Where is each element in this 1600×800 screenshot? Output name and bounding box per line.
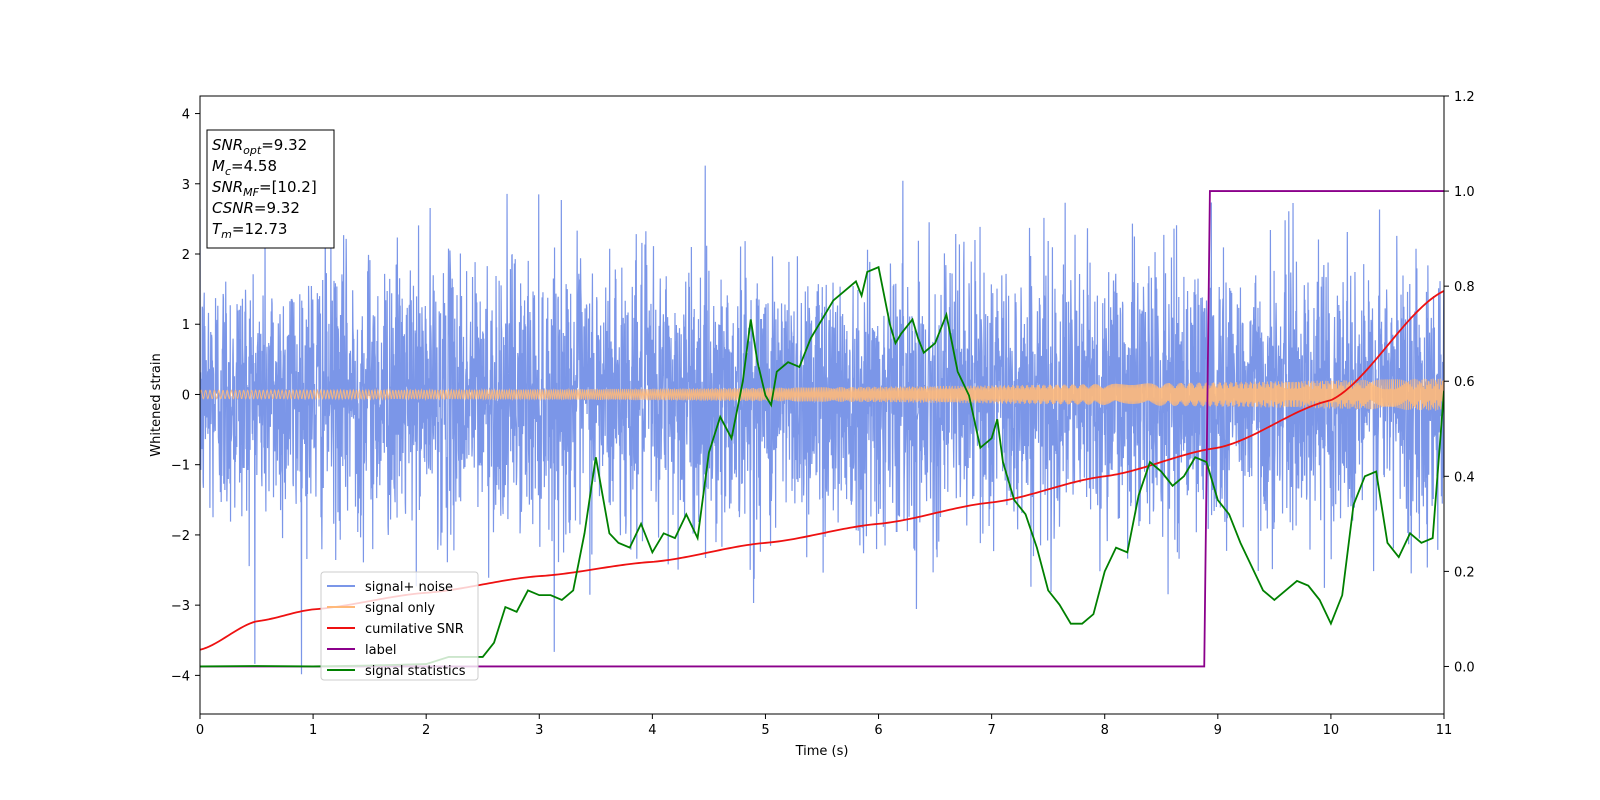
annotation-line: Mc=4.58	[212, 157, 277, 178]
x-tick-label: 5	[761, 723, 769, 738]
annotation-frame	[206, 129, 335, 249]
x-tick-label: 3	[535, 723, 543, 738]
legend: signal+ noise signal only cumilative SNR la…	[320, 571, 479, 681]
annotation-line: CSNR=9.32	[212, 199, 300, 217]
y-right-tick-label: 0.4	[1454, 470, 1475, 485]
x-tick-label: 8	[1101, 723, 1109, 738]
legend-entry: signal only	[365, 601, 435, 616]
y-right-tick-label: 1.2	[1454, 90, 1475, 105]
x-tick-label: 2	[422, 723, 430, 738]
y-axis-right: 0.0 0.2 0.4 0.6 0.8 1.0 1.2	[1444, 90, 1475, 675]
x-tick-label: 4	[648, 723, 656, 738]
x-tick-label: 10	[1323, 723, 1340, 738]
annotation-line: Tm=12.73	[212, 220, 287, 241]
y-right-tick-label: 0.6	[1454, 375, 1475, 390]
legend-entry: signal statistics	[365, 664, 466, 679]
y-left-tick-label: −4	[171, 669, 190, 684]
x-tick-label: 11	[1436, 723, 1453, 738]
x-tick-label: 1	[309, 723, 317, 738]
y-left-tick-label: 1	[182, 318, 190, 333]
y-left-tick-label: 2	[182, 248, 190, 263]
x-tick-label: 6	[874, 723, 882, 738]
series-label	[200, 190, 1444, 668]
y-right-tick-label: 0.8	[1454, 280, 1475, 295]
legend-entry: cumilative SNR	[365, 622, 464, 637]
x-tick-label: 0	[196, 723, 204, 738]
annotation-line: SNRMF=[10.2]	[212, 178, 317, 199]
axes-frame	[199, 95, 1445, 715]
y-left-tick-label: −2	[171, 529, 190, 544]
legend-entry: label	[365, 643, 396, 658]
y-left-tick-label: 0	[182, 388, 190, 403]
annotation-line: SNRopt=9.32	[212, 136, 307, 157]
y-right-tick-label: 1.0	[1454, 185, 1475, 200]
series-signal-statistics	[200, 265, 1444, 668]
x-axis: 0 1 2 3 4 5 6 7 8 9 10 11	[196, 714, 1452, 738]
y-left-tick-label: −3	[171, 599, 190, 614]
x-tick-label: 9	[1214, 723, 1222, 738]
x-tick-label: 7	[987, 723, 995, 738]
y-right-tick-label: 0.0	[1454, 660, 1475, 675]
y-axis-left: −4 −3 −2 −1 0 1 2 3 4	[171, 108, 200, 684]
y-left-tick-label: 4	[182, 108, 190, 123]
legend-entry: signal+ noise	[365, 580, 453, 595]
y-left-tick-label: 3	[182, 178, 190, 193]
legend-frame	[320, 571, 479, 681]
y-left-tick-label: −1	[171, 459, 190, 474]
y-axis-title: Whitened strain	[149, 353, 164, 456]
x-axis-title: Time (s)	[795, 744, 849, 759]
series-signal-only	[200, 378, 1444, 411]
y-right-tick-label: 0.2	[1454, 565, 1475, 580]
